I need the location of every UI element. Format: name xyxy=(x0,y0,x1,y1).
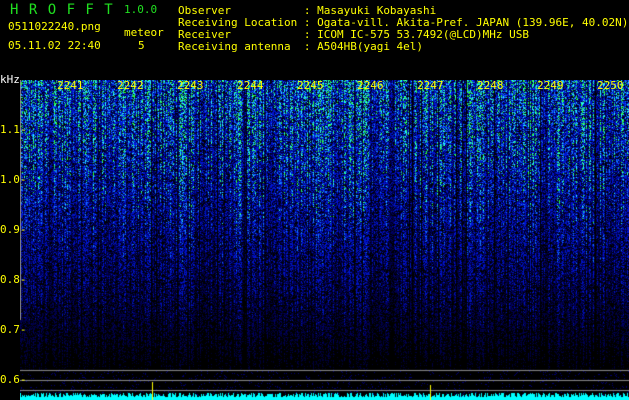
x-tick-label: 2243 xyxy=(177,79,204,92)
info-location: Receiving Location : Ogata-vill. Akita-P… xyxy=(178,17,628,29)
y-tick-label: 0.7- xyxy=(0,323,27,336)
info-value: : A504HB(yagi 4el) xyxy=(303,40,424,53)
y-tick-label: 1.1- xyxy=(0,123,27,136)
datetime: 05.11.02 22:40 xyxy=(8,39,101,52)
x-tick-label: 2247 xyxy=(417,79,444,92)
filename: 0511022240.png xyxy=(8,20,101,33)
x-tick-label: 2244 xyxy=(237,79,264,92)
info-value: : Ogata-vill. Akita-Pref. JAPAN (139.96E… xyxy=(303,16,629,29)
y-axis-label: kHz xyxy=(0,73,20,86)
y-tick-label: 0.8- xyxy=(0,273,27,286)
meteor-count: 5 xyxy=(138,39,145,52)
spectrogram xyxy=(20,80,629,400)
x-tick-label: 2248 xyxy=(477,79,504,92)
info-label: Receiver xyxy=(178,28,298,41)
info-label: Receiving antenna xyxy=(178,40,298,53)
app-title: H R O F F T xyxy=(10,2,114,18)
info-value: : Masayuki Kobayashi xyxy=(303,4,437,17)
info-receiver: Receiver : ICOM IC-575 53.7492(@LCD)MHz … xyxy=(178,29,529,41)
x-tick-label: 2242 xyxy=(117,79,144,92)
meteor-label: meteor xyxy=(124,26,164,39)
x-tick-label: 2241 xyxy=(57,79,84,92)
info-antenna: Receiving antenna : A504HB(yagi 4el) xyxy=(178,41,423,53)
info-value: : ICOM IC-575 53.7492(@LCD)MHz USB xyxy=(303,28,530,41)
y-tick-label: 0.9- xyxy=(0,223,27,236)
info-observer: Observer : Masayuki Kobayashi xyxy=(178,5,436,17)
x-tick-label: 2245 xyxy=(297,79,324,92)
y-tick-label: 0.6- xyxy=(0,373,27,386)
x-tick-label: 2249 xyxy=(537,79,564,92)
info-label: Receiving Location xyxy=(178,16,298,29)
x-tick-label: 2246 xyxy=(357,79,384,92)
y-tick-label: 1.0- xyxy=(0,173,27,186)
info-label: Observer xyxy=(178,4,298,17)
x-tick-label: 2250 xyxy=(597,79,624,92)
app-version: 1.0.0 xyxy=(124,3,158,16)
